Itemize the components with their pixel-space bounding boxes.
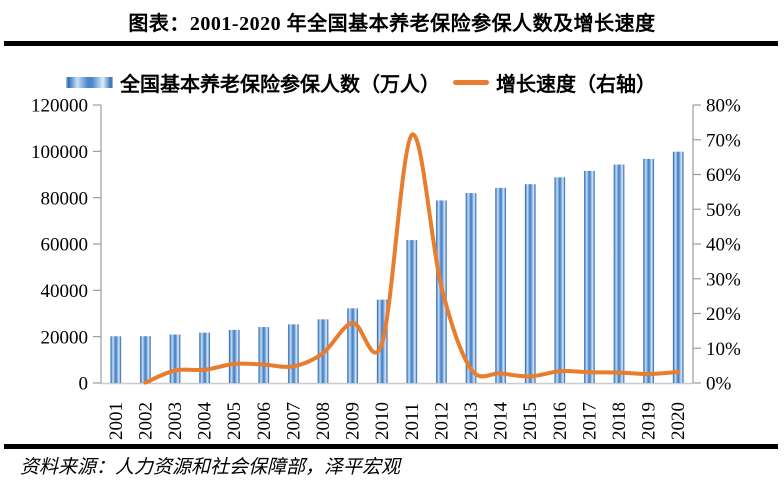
right-axis-tick-label: 30%: [706, 269, 741, 290]
x-axis-label-2020: 2020: [668, 402, 689, 440]
x-axis-label-2003: 2003: [165, 402, 186, 440]
x-axis-label-2004: 2004: [195, 402, 216, 441]
legend-line-label: 增长速度（右轴）: [496, 73, 656, 96]
left-axis-tick-label: 60000: [41, 235, 89, 256]
chart-legend: 全国基本养老保险参保人数（万人） 增长速度（右轴）: [66, 69, 656, 96]
x-axis-label-2009: 2009: [343, 402, 364, 440]
bar-2007: [287, 324, 299, 383]
bar-2006: [258, 327, 270, 383]
x-axis-label-2007: 2007: [283, 402, 304, 440]
x-axis-label-2015: 2015: [520, 402, 541, 440]
x-axis-label-2006: 2006: [254, 402, 275, 440]
bar-2014: [495, 187, 507, 383]
bar-2005: [228, 329, 240, 383]
bar-2016: [554, 177, 566, 383]
bar-2020: [672, 151, 684, 383]
left-axis-tick-label: 40000: [41, 281, 89, 302]
bar-2001: [110, 336, 122, 383]
growth-rate-line: [143, 132, 681, 385]
plot-area: 0 20000 40000 60000 80000 100000 120000 0% 10% 20…: [31, 96, 741, 440]
bar-2009: [347, 308, 359, 383]
x-axis-label-2013: 2013: [461, 402, 482, 440]
right-axis-tick-label: 10%: [706, 339, 741, 360]
left-axis-tick-label: 20000: [41, 327, 89, 348]
bar-2012: [435, 200, 447, 383]
x-axis-label-2010: 2010: [372, 402, 393, 440]
right-axis-tick-label: 80%: [706, 96, 741, 117]
left-axis-tick-label: 0: [79, 374, 89, 395]
bar-2008: [317, 319, 329, 383]
x-axis-label-2008: 2008: [313, 402, 334, 440]
x-axis-label-2001: 2001: [106, 402, 127, 440]
right-axis-tick-label: 60%: [706, 165, 741, 186]
bar-2011: [406, 240, 418, 383]
x-axis-label-2019: 2019: [639, 402, 660, 440]
x-axis-label-2012: 2012: [431, 402, 452, 440]
top-divider: [4, 41, 778, 46]
right-axis-tick-label: 50%: [706, 200, 741, 221]
page-title: 图表：2001-2020 年全国基本养老保险参保人数及增长速度: [128, 13, 656, 35]
bar-2003: [169, 334, 181, 383]
x-axis-label-2017: 2017: [579, 402, 600, 440]
left-axis-tick-label: 120000: [31, 96, 88, 117]
bottom-divider: [4, 444, 778, 449]
right-axis-tick-label: 70%: [706, 130, 741, 151]
bar-2015: [524, 184, 536, 383]
bar-2013: [465, 193, 477, 383]
x-axis-label-2005: 2005: [224, 402, 245, 440]
left-axis-tick-label: 100000: [31, 142, 88, 163]
x-axis-label-2016: 2016: [550, 402, 571, 440]
bar-2004: [199, 332, 211, 383]
right-axis-tick-label: 40%: [706, 235, 741, 256]
bar-2018: [613, 164, 625, 383]
left-axis-tick-label: 80000: [41, 188, 89, 209]
bar-2010: [376, 299, 388, 383]
x-axis-label-2011: 2011: [402, 403, 423, 440]
bar-2017: [583, 170, 595, 383]
legend-line-swatch-icon: [453, 79, 489, 85]
bar-2019: [643, 158, 655, 383]
x-axis-label-2014: 2014: [491, 402, 512, 441]
x-axis-label-2002: 2002: [135, 402, 156, 440]
x-axis-label-2018: 2018: [609, 402, 630, 440]
legend-bar-swatch-icon: [66, 76, 113, 88]
right-axis-tick-label: 0%: [706, 374, 732, 395]
bar-2002: [139, 336, 151, 383]
legend-bar-label: 全国基本养老保险参保人数（万人）: [120, 73, 440, 96]
source-note: 资料来源：人力资源和社会保障部，泽平宏观: [20, 457, 401, 478]
right-axis-tick-label: 20%: [706, 304, 741, 325]
